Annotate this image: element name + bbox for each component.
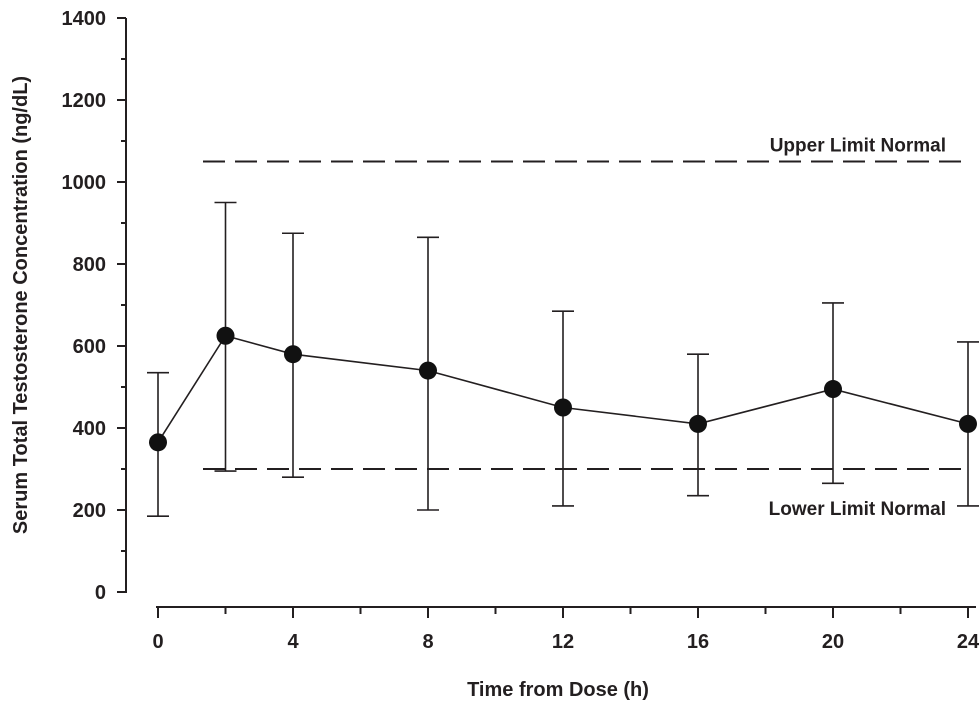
data-point (419, 361, 437, 380)
y-tick-label: 1000 (62, 172, 107, 194)
x-axis-title: Time from Dose (h) (467, 679, 649, 701)
x-tick-label: 4 (287, 631, 299, 653)
y-tick-label: 600 (73, 336, 106, 358)
data-point (284, 345, 302, 364)
data-point (824, 380, 842, 399)
series-line (157, 334, 969, 443)
data-point (959, 414, 977, 433)
y-tick-label: 800 (73, 254, 106, 276)
y-tick-group: 0 200 400 600 800 1000 1200 1400 (62, 8, 126, 604)
x-tick-label: 16 (687, 631, 709, 653)
y-tick-label: 200 (73, 500, 106, 522)
x-tick-label: 24 (957, 631, 980, 653)
reference-line-label: Upper Limit Normal (770, 136, 946, 157)
x-tick-label: 8 (422, 631, 433, 653)
y-tick-label: 1200 (62, 90, 107, 112)
data-point (216, 326, 235, 345)
data-points (149, 326, 977, 452)
y-tick-label: 0 (95, 582, 106, 604)
x-tick-label: 20 (822, 631, 844, 653)
data-point (554, 398, 572, 417)
y-axis-title: Serum Total Testosterone Concentration (… (10, 76, 32, 534)
x-tick-label: 12 (552, 631, 574, 653)
x-tick-group: 0 4 8 12 16 20 24 (152, 607, 980, 653)
y-tick-label: 400 (73, 418, 106, 440)
data-point (689, 414, 707, 433)
reference-lines: Upper Limit Normal Lower Limit Normal (203, 136, 962, 520)
y-axis: 0 200 400 600 800 1000 1200 1400 (62, 8, 127, 604)
y-tick-label: 1400 (62, 8, 107, 30)
reference-line-label: Lower Limit Normal (769, 499, 946, 520)
x-axis: 0 4 8 12 16 20 24 (152, 606, 980, 653)
x-tick-label: 0 (152, 631, 163, 653)
data-point (149, 433, 167, 452)
